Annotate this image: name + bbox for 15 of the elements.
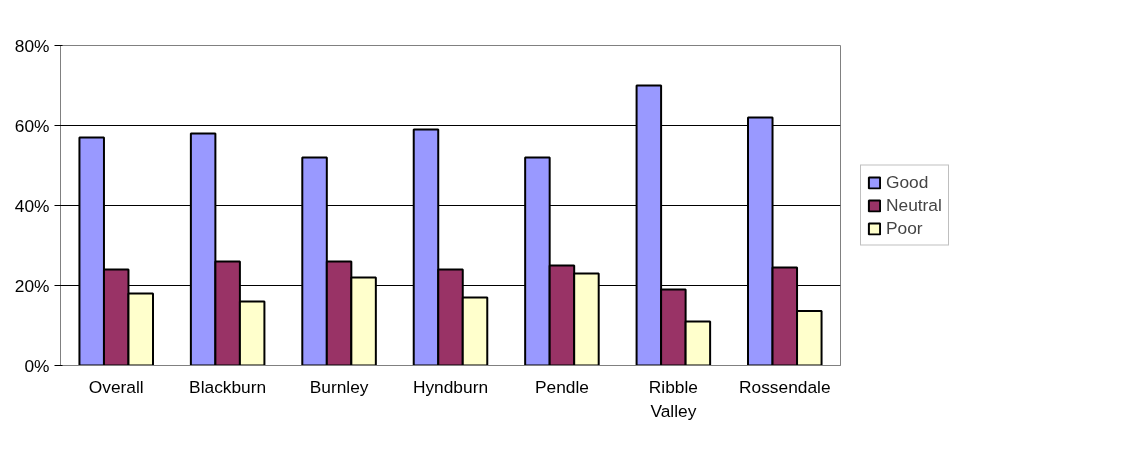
x-tick-label: Pendle [534, 376, 589, 397]
x-tick-label: Burnley [309, 376, 369, 397]
x-tick-label: Overall [88, 376, 144, 397]
legend-label: Neutral [886, 194, 942, 216]
legend-label: Poor [886, 217, 923, 239]
legend-label: Good [886, 171, 929, 193]
y-tick-label: 0% [24, 355, 50, 376]
x-tick-label: Hyndburn [412, 376, 489, 397]
x-tick-label: Rossendale [739, 376, 831, 397]
y-tick-label: 60% [14, 115, 50, 136]
x-tick-label: Blackburn [189, 376, 267, 397]
y-tick-label: 80% [14, 35, 50, 56]
x-tick-label: Ribble Valley [648, 376, 698, 421]
y-tick-label: 40% [14, 195, 50, 216]
y-tick-label: 20% [14, 275, 50, 296]
